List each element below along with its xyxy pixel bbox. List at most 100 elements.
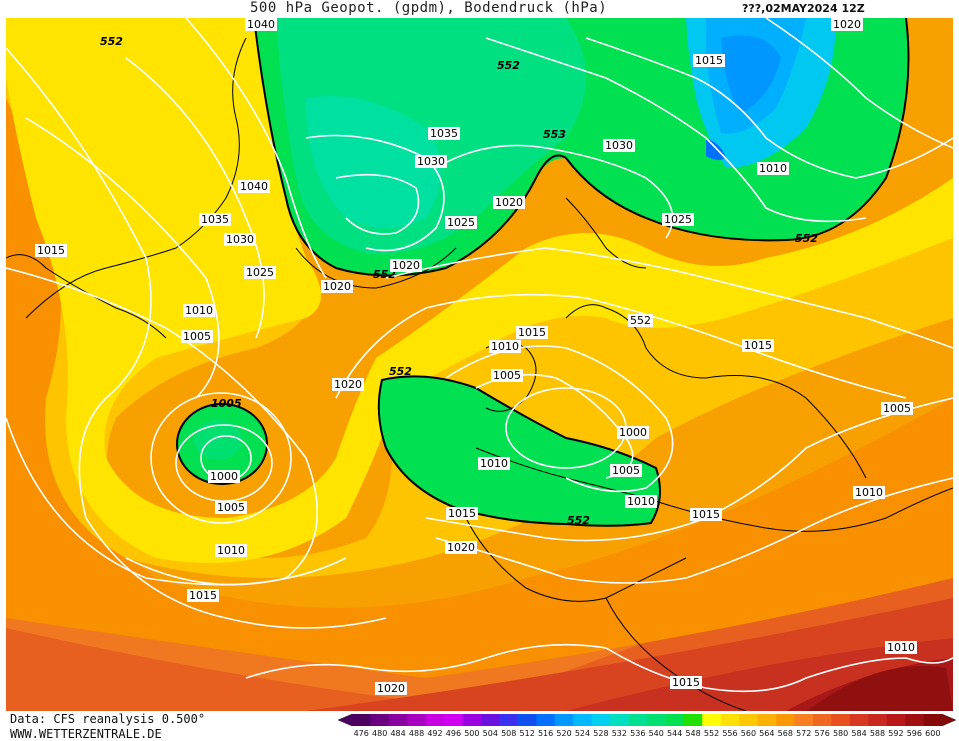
colorbar-tick-label: 540 — [648, 729, 664, 738]
isobar-label: 1010 — [185, 304, 213, 317]
colorbar-tick-label: 532 — [611, 729, 627, 738]
colorbar-swatch — [812, 714, 832, 726]
isobar-label: 1005 — [612, 464, 640, 477]
contour-label: 1020 — [831, 18, 863, 31]
contour-label: 1030 — [415, 155, 447, 168]
contour-label: 1005 — [211, 397, 242, 410]
isobar-label: 1005 — [183, 330, 211, 343]
isobar-label: 1000 — [210, 470, 238, 483]
colorbar-tick-label: 568 — [777, 729, 793, 738]
contour-label: 1015 — [446, 507, 478, 520]
map-title: 500 hPa Geopot. (gpdm), Bodendruck (hPa) — [250, 0, 608, 16]
isobar-label: 1015 — [37, 244, 65, 257]
contour-label: 1015 — [690, 508, 722, 521]
isobar-label: 1020 — [447, 541, 475, 554]
isobar-label: 1005 — [217, 501, 245, 514]
isobar-label: 1015 — [189, 589, 217, 602]
colorbar-tick-label: 592 — [888, 729, 904, 738]
contour-label: 552 — [389, 365, 412, 378]
colorbar-tick-label: 500 — [464, 729, 480, 738]
colorbar-tick-label: 576 — [814, 729, 830, 738]
contour-label: 1040 — [238, 180, 270, 193]
contour-label: 1020 — [321, 280, 353, 293]
colorbar-swatch — [462, 714, 482, 726]
contour-label: 1025 — [445, 216, 477, 229]
contour-label: 552 — [628, 314, 653, 327]
data-source-label: Data: CFS reanalysis 0.500° — [10, 712, 206, 726]
colorbar-swatch — [388, 714, 408, 726]
contour-labels: 552 1040 552 1015 1005 1035 1030 553 1030 1040 102… — [35, 18, 917, 695]
contour-label: 1030 — [603, 139, 635, 152]
isobar-label: 1010 — [855, 486, 883, 499]
contour-label: 1010 — [215, 544, 247, 557]
isobar-label: 1025 — [664, 213, 692, 226]
contour-label: 1015 — [187, 589, 219, 602]
geopotential-label: 553 — [543, 128, 566, 141]
colorbar-swatch — [407, 714, 427, 726]
contour-label: 1005 — [491, 369, 523, 382]
colorbar-tick-label: 476 — [353, 729, 369, 738]
isobars — [6, 18, 953, 693]
contour-label: 552 — [567, 514, 590, 527]
colorbar-tick-label: 528 — [593, 729, 609, 738]
website-label: WWW.WETTERZENTRALE.DE — [10, 727, 162, 741]
contour-label: 1015 — [693, 54, 725, 67]
colorbar-swatch — [905, 714, 924, 726]
map-footer: Data: CFS reanalysis 0.500° WWW.WETTERZE… — [0, 711, 959, 741]
colorbar-swatch — [481, 714, 500, 726]
colorbar-swatch — [849, 714, 869, 726]
contour-label: 1030 — [224, 233, 256, 246]
colorbar-swatch — [370, 714, 390, 726]
colorbar-swatch — [757, 714, 777, 726]
color-scale-bar — [338, 713, 956, 727]
isobar-label: 1020 — [377, 682, 405, 695]
geopotential-label: 552 — [497, 59, 520, 72]
colorbar-tick-label: 492 — [427, 729, 443, 738]
colorbar-swatch — [352, 714, 371, 726]
contour-label: 1015 — [35, 244, 67, 257]
colorbar-tick-label: 564 — [759, 729, 775, 738]
contour-label: 553 — [543, 128, 566, 141]
colorbar-tick-label: 572 — [796, 729, 812, 738]
colorbar-swatch — [628, 714, 648, 726]
geopotential-label: 552 — [567, 514, 590, 527]
geopotential-fill — [6, 18, 953, 711]
contour-label: 1010 — [757, 162, 789, 175]
contour-label: 1020 — [445, 541, 477, 554]
contour-label: 1010 — [183, 304, 215, 317]
colorbar-tick-label: 504 — [482, 729, 498, 738]
contour-label: 552 — [100, 35, 123, 48]
colorbar-arrow-left — [338, 713, 353, 727]
contour-label: 552 — [497, 59, 520, 72]
colorbar-tick-label: 524 — [574, 729, 591, 738]
colorbar-swatch — [739, 714, 758, 726]
isobar-label: 1010 — [217, 544, 245, 557]
colorbar-swatch — [554, 714, 574, 726]
colorbar-swatch — [794, 714, 814, 726]
isobar-label: 1005 — [493, 369, 521, 382]
colorbar-swatch — [610, 714, 629, 726]
isobar-label: 1035 — [201, 213, 229, 226]
contour-label: 1020 — [493, 196, 525, 209]
colorbar-tick-label: 488 — [408, 729, 425, 738]
colorbar-swatch — [499, 714, 519, 726]
contour-label: 1015 — [742, 339, 774, 352]
isobar-label: 1025 — [447, 216, 475, 229]
contour-label: 1000 — [208, 470, 240, 483]
colorbar-arrow-right — [941, 713, 956, 727]
isobar-label: 1005 — [883, 402, 911, 415]
colorbar-tick-label: 600 — [925, 729, 941, 738]
contour-label: 1015 — [670, 676, 702, 689]
contour-label: 1025 — [662, 213, 694, 226]
colorbar-tick-label: 480 — [372, 729, 388, 738]
map-date: ???,02MAY2024 12Z — [742, 2, 865, 15]
contour-label: 1005 — [181, 330, 213, 343]
isobar-label: 1020 — [323, 280, 351, 293]
colorbar-swatch — [444, 714, 463, 726]
isobar-label: 1030 — [605, 139, 633, 152]
contour-label: 1035 — [428, 127, 460, 140]
isobar-label: 1010 — [480, 457, 508, 470]
colorbar-tick-label: 536 — [630, 729, 646, 738]
isobar-label: 1010 — [759, 162, 787, 175]
colorbar-tick-label: 584 — [851, 729, 867, 738]
